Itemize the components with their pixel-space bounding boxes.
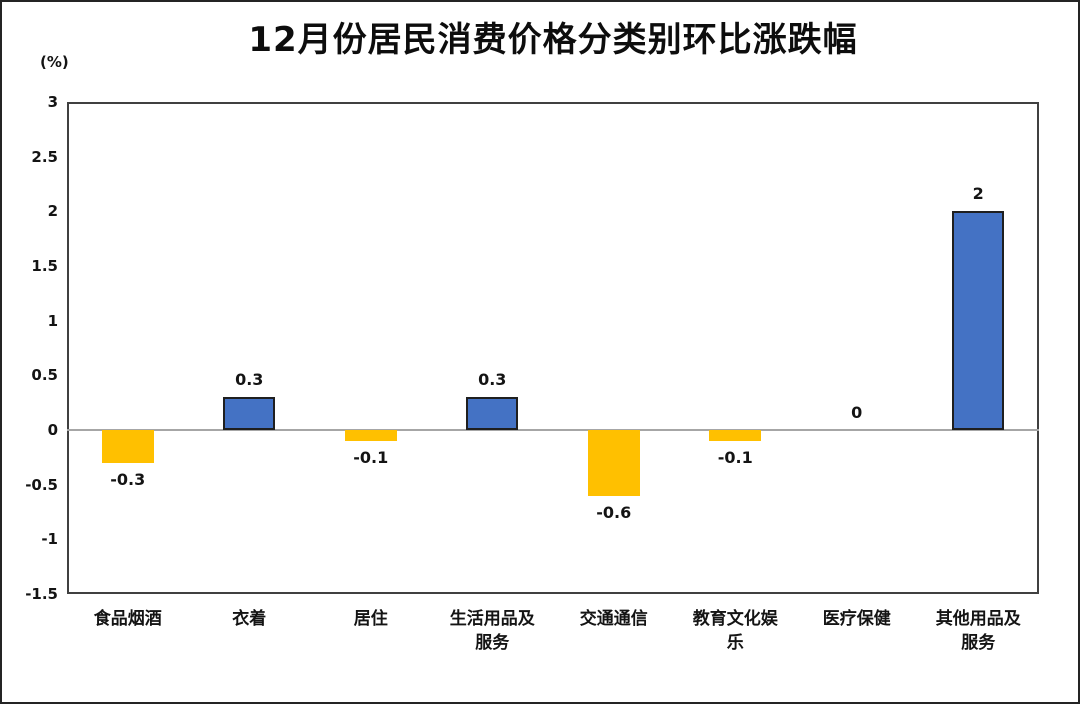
y-tick-label: 0.5 bbox=[31, 366, 58, 385]
x-category-label-text: 居住 bbox=[353, 609, 388, 629]
y-tick-label: -0.5 bbox=[25, 475, 58, 494]
x-category-label: 衣着 bbox=[189, 607, 311, 631]
chart-title: 12月份居民消费价格分类别环比涨跌幅 bbox=[248, 20, 858, 60]
bar bbox=[344, 430, 397, 441]
bar-value-label: 0.3 bbox=[235, 370, 264, 390]
x-category-label-text: 交通通信 bbox=[579, 609, 648, 629]
x-category-label-text: 食品烟酒 bbox=[93, 609, 162, 629]
y-axis-unit-label: (%) bbox=[40, 53, 69, 71]
bar bbox=[223, 397, 276, 430]
x-category-label: 生活用品及服务 bbox=[432, 607, 554, 655]
x-category-label-text: 生活用品及服务 bbox=[449, 609, 535, 653]
y-tick-label: 3 bbox=[47, 93, 58, 111]
bar bbox=[466, 397, 519, 430]
y-tick-label: 2.5 bbox=[31, 147, 58, 166]
bar-value-label: -0.1 bbox=[717, 447, 753, 467]
x-category-label: 教育文化娱乐 bbox=[675, 607, 797, 655]
bar-value-label: -0.6 bbox=[596, 502, 632, 522]
bar-value-label: -0.1 bbox=[353, 447, 389, 467]
x-category-label-text: 其他用品及服务 bbox=[935, 609, 1021, 653]
bar-value-label: 2 bbox=[972, 184, 984, 204]
y-tick-label: 1.5 bbox=[31, 257, 58, 275]
x-category-label: 交通通信 bbox=[553, 607, 675, 631]
y-tick-label: 1 bbox=[47, 311, 58, 330]
bar bbox=[587, 430, 640, 496]
x-category-label-text: 医疗保健 bbox=[822, 609, 891, 629]
x-category-label: 食品烟酒 bbox=[67, 607, 189, 631]
bar bbox=[952, 211, 1005, 430]
x-category-label-text: 衣着 bbox=[232, 609, 267, 629]
bar bbox=[101, 430, 154, 463]
x-category-label: 居住 bbox=[310, 607, 432, 631]
bar-value-label: 0.3 bbox=[478, 370, 507, 390]
zero-axis-line bbox=[67, 429, 1039, 431]
y-tick-label: 2 bbox=[47, 202, 58, 221]
bar-value-label: 0 bbox=[851, 403, 863, 422]
bar bbox=[709, 430, 762, 441]
y-tick-label: -1.5 bbox=[25, 585, 58, 603]
y-tick-label: -1 bbox=[41, 530, 58, 549]
bar-value-label: -0.3 bbox=[110, 469, 146, 489]
x-category-label-text: 教育文化娱乐 bbox=[692, 609, 778, 653]
y-tick-label: 0 bbox=[47, 421, 58, 439]
x-category-label: 其他用品及服务 bbox=[918, 607, 1040, 655]
x-category-label: 医疗保健 bbox=[796, 607, 918, 631]
plot-area bbox=[67, 102, 1039, 594]
